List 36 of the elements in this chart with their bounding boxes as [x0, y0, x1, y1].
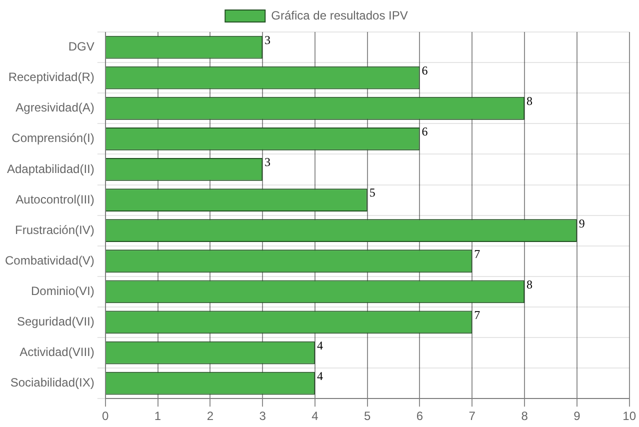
data-label: 8 — [526, 277, 533, 292]
y-tick-label: Combatividad(V) — [4, 253, 94, 268]
data-label: 3 — [264, 32, 271, 47]
x-tick-label: 3 — [259, 409, 266, 424]
data-label: 7 — [474, 246, 480, 261]
data-label: 5 — [369, 186, 376, 200]
y-tick-label: DGV — [68, 40, 94, 54]
x-tick-label: 5 — [364, 409, 372, 424]
x-tick-label: 8 — [521, 409, 528, 424]
x-tick-label: 2 — [206, 409, 214, 424]
y-tick-label: Frustración(IV) — [15, 222, 94, 237]
y-tick-label: Agresividad(A) — [16, 100, 94, 115]
y-tick-label: Comprensión(I) — [12, 131, 94, 146]
y-tick-label: Receptividad(R) — [8, 70, 94, 84]
x-tick-label: 4 — [312, 409, 319, 424]
data-label: 6 — [422, 124, 428, 139]
x-tick-label: 7 — [468, 409, 476, 424]
data-label: 8 — [526, 94, 533, 108]
data-label: 4 — [316, 338, 323, 352]
legend-label: Gráfica de resultados IPV — [271, 8, 408, 22]
x-tick-label: 1 — [154, 409, 162, 424]
data-label: 6 — [422, 64, 428, 78]
y-tick-label: Autocontrol(III) — [16, 192, 94, 206]
y-tick-label: Seguridad(VII) — [16, 314, 94, 329]
y-tick-label: Adaptabilidad(II) — [6, 162, 94, 176]
data-label: 4 — [316, 369, 323, 384]
y-tick-label: Dominio(VI) — [31, 284, 94, 298]
x-tick-label: 10 — [622, 409, 636, 424]
x-tick-label: 9 — [574, 409, 581, 424]
y-tick-label: Sociabilidad(IX) — [10, 376, 94, 390]
x-tick-label: 6 — [416, 409, 424, 424]
y-tick-label: Actividad(VIII) — [20, 345, 94, 360]
data-label: 9 — [578, 216, 585, 230]
x-tick-label: 0 — [102, 409, 110, 424]
data-label: 7 — [474, 308, 480, 322]
data-label: 3 — [264, 155, 271, 170]
